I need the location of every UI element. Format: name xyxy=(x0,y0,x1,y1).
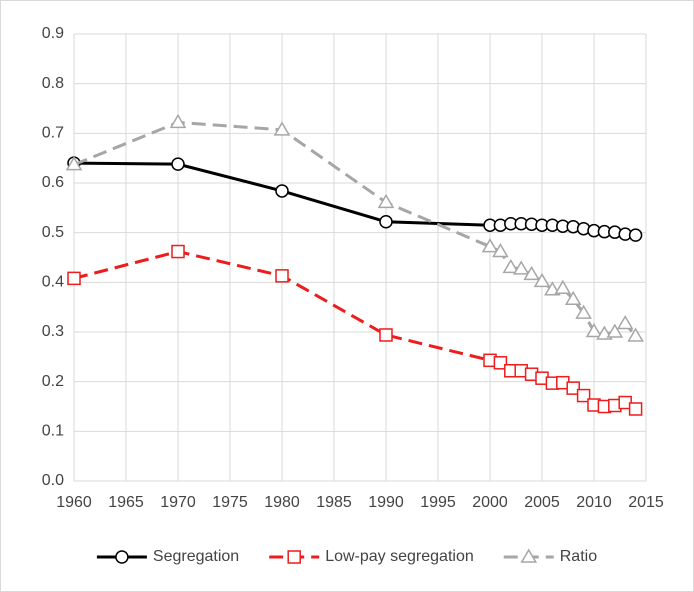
x-tick-label: 1985 xyxy=(316,494,352,511)
y-tick-label: 0.9 xyxy=(42,25,64,42)
marker xyxy=(67,271,81,286)
y-tick-label: 0.1 xyxy=(42,423,64,440)
y-tick-label: 0.6 xyxy=(42,174,64,191)
legend-label: Segregation xyxy=(153,548,239,565)
legend: Segregation Low-pay segregation Ratio xyxy=(96,548,597,565)
marker xyxy=(169,113,187,129)
y-tick-label: 0.7 xyxy=(42,125,64,142)
x-tick-label: 2010 xyxy=(576,494,612,511)
x-tick-label: 1980 xyxy=(264,494,300,511)
marker xyxy=(493,356,508,370)
marker xyxy=(533,272,551,288)
marker xyxy=(512,260,530,275)
y-tick-label: 0.4 xyxy=(42,274,64,291)
marker xyxy=(171,244,185,259)
marker xyxy=(585,323,603,338)
marker xyxy=(564,290,582,305)
marker xyxy=(606,323,624,338)
x-tick-label: 1965 xyxy=(108,494,144,511)
y-tick-label: 0.0 xyxy=(42,472,64,489)
x-tick-label: 1975 xyxy=(212,494,248,511)
marker xyxy=(616,315,634,330)
marker xyxy=(481,238,499,253)
marker xyxy=(115,550,129,564)
marker xyxy=(575,304,592,319)
marker xyxy=(273,121,291,136)
x-tick-label: 1960 xyxy=(56,494,92,511)
y-tick-label: 0.5 xyxy=(42,224,64,241)
marker xyxy=(379,328,393,342)
legend-label: Low-pay segregation xyxy=(325,548,474,565)
marker xyxy=(377,193,395,209)
marker xyxy=(275,269,289,283)
marker xyxy=(627,327,644,342)
marker xyxy=(520,548,538,563)
marker xyxy=(171,157,185,171)
marker xyxy=(492,243,509,258)
x-tick-label: 2005 xyxy=(524,494,560,511)
y-tick-label: 0.8 xyxy=(42,75,64,92)
marker xyxy=(523,265,540,281)
marker xyxy=(628,228,643,242)
marker xyxy=(287,550,301,564)
marker xyxy=(576,388,591,403)
marker xyxy=(275,184,289,198)
marker xyxy=(628,402,643,416)
x-tick-label: 2015 xyxy=(628,494,664,511)
x-tick-label: 2000 xyxy=(472,494,508,511)
x-tick-label: 1990 xyxy=(368,494,404,511)
marker xyxy=(554,279,572,295)
x-tick-label: 1970 xyxy=(160,494,196,511)
marker xyxy=(379,214,393,229)
marker xyxy=(65,156,83,171)
marker xyxy=(502,258,520,274)
y-tick-label: 0.3 xyxy=(42,323,64,340)
y-tick-label: 0.2 xyxy=(42,373,64,390)
legend-label: Ratio xyxy=(560,548,597,565)
marker xyxy=(566,381,580,395)
x-tick-label: 1995 xyxy=(420,494,456,511)
